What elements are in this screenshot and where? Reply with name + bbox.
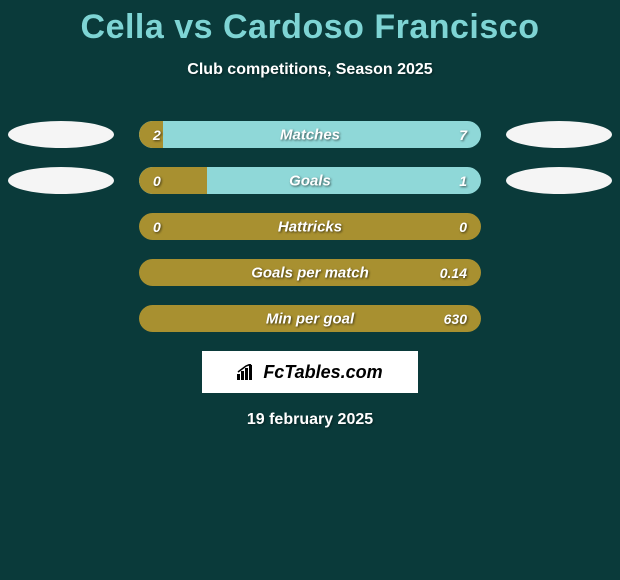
footer-logo-text: FcTables.com (263, 362, 382, 383)
chart-bars-icon (237, 364, 257, 380)
stat-bar: 0 Goals 1 (139, 167, 481, 194)
stat-value-right: 7 (459, 127, 467, 143)
player-right-ellipse (506, 121, 612, 148)
player-left-ellipse (8, 121, 114, 148)
stats-chart: 2 Matches 7 0 Goals 1 0 Hattricks 0 Goals per mat… (0, 121, 620, 332)
stat-row: 0 Hattricks 0 (0, 213, 620, 240)
stat-value-right: 0 (459, 219, 467, 235)
stat-bar: 0 Hattricks 0 (139, 213, 481, 240)
bar-left-fill (139, 167, 207, 194)
stat-label: Goals per match (251, 264, 369, 281)
stat-label: Matches (280, 126, 340, 143)
stat-row: Goals per match 0.14 (0, 259, 620, 286)
player-left-ellipse (8, 167, 114, 194)
stat-label: Hattricks (278, 218, 342, 235)
stat-value-right: 630 (444, 311, 467, 327)
stat-row: 2 Matches 7 (0, 121, 620, 148)
stat-value-left: 0 (153, 173, 161, 189)
stat-value-left: 0 (153, 219, 161, 235)
stat-row: 0 Goals 1 (0, 167, 620, 194)
stat-label: Goals (289, 172, 331, 189)
player-right-ellipse (506, 167, 612, 194)
stat-bar: Min per goal 630 (139, 305, 481, 332)
subtitle: Club competitions, Season 2025 (0, 61, 620, 79)
footer-logo: FcTables.com (202, 351, 418, 393)
page-title: Cella vs Cardoso Francisco (0, 0, 620, 47)
stat-row: Min per goal 630 (0, 305, 620, 332)
stat-value-right: 0.14 (440, 265, 467, 281)
stat-bar: Goals per match 0.14 (139, 259, 481, 286)
footer-date: 19 february 2025 (0, 411, 620, 429)
stat-bar: 2 Matches 7 (139, 121, 481, 148)
stat-value-left: 2 (153, 127, 161, 143)
stat-value-right: 1 (459, 173, 467, 189)
stat-label: Min per goal (266, 310, 354, 327)
